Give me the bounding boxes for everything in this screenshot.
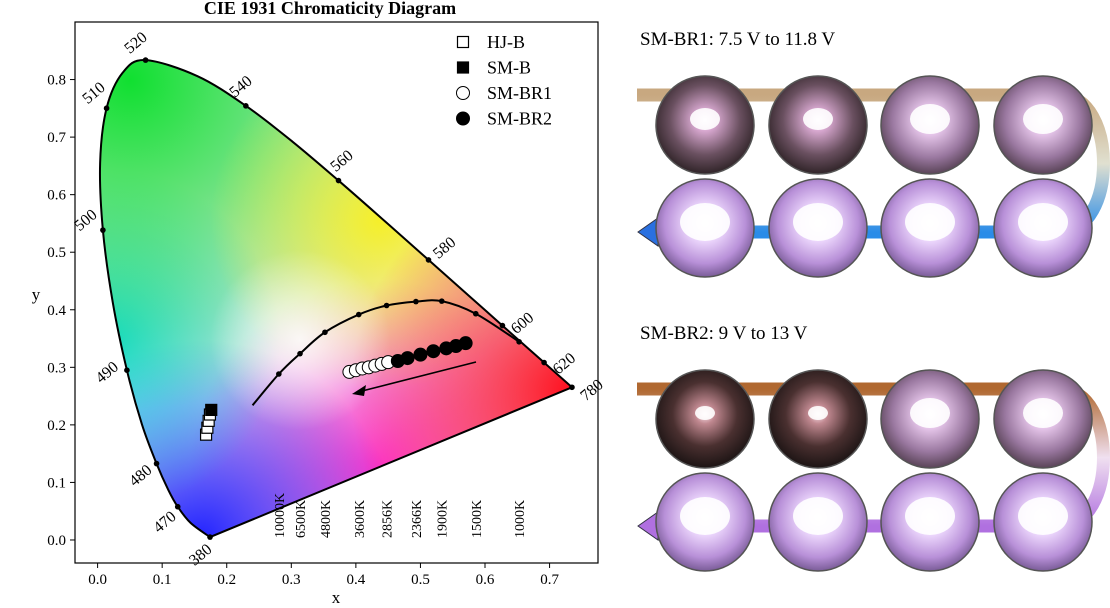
locus-point <box>569 384 575 390</box>
locus-point <box>207 534 213 540</box>
led-glow <box>1018 203 1068 241</box>
wavelength-label: 500 <box>71 206 100 234</box>
cct-point <box>439 298 445 304</box>
x-tick-label: 0.3 <box>282 572 301 588</box>
cct-point <box>473 311 479 317</box>
led-glow <box>910 104 950 134</box>
legend-marker <box>457 87 470 100</box>
led-glow <box>1023 104 1063 134</box>
cct-label: 10000K <box>273 493 288 538</box>
wavelength-label: 480 <box>126 462 155 490</box>
led-glow <box>1018 497 1068 535</box>
locus-point <box>124 367 130 373</box>
x-tick-label: 0.4 <box>346 572 365 588</box>
locus-point <box>143 57 149 63</box>
led-glow <box>793 497 843 535</box>
y-tick-label: 0.1 <box>47 475 66 491</box>
locus-point <box>500 323 506 329</box>
figure: CIE 1931 Chromaticity Diagram x y 0.0 0.1… <box>0 0 1110 608</box>
led-glow <box>905 203 955 241</box>
y-axis-label: y <box>32 285 41 304</box>
cct-point <box>516 339 522 345</box>
progress-arrowhead <box>638 218 658 246</box>
led-glow <box>680 497 730 535</box>
y-tick-label: 0.6 <box>47 188 66 204</box>
x-tick-label: 0.1 <box>153 572 172 588</box>
cct-label: 2856K <box>381 500 396 538</box>
marker-circle <box>459 337 472 350</box>
locus-point <box>336 178 342 184</box>
led-glow <box>690 108 720 130</box>
locus-point <box>104 105 110 111</box>
legend-label: SM-BR1 <box>487 83 552 103</box>
legend-label: SM-BR2 <box>487 109 552 129</box>
x-tick-label: 0.7 <box>540 572 559 588</box>
y-tick-label: 0.8 <box>47 73 66 89</box>
led-glow <box>905 497 955 535</box>
marker-circle <box>401 352 414 365</box>
y-tick-label: 0.4 <box>47 303 66 319</box>
fill-layer <box>75 22 598 563</box>
x-tick-label: 0.5 <box>411 572 430 588</box>
led-glow <box>680 203 730 241</box>
legend-label: SM-B <box>487 58 531 78</box>
x-axis-label: x <box>332 588 341 607</box>
cct-point <box>276 371 282 377</box>
wavelength-label: 780 <box>577 376 606 404</box>
cct-point <box>322 329 328 335</box>
legend-marker <box>457 112 470 125</box>
cct-point <box>384 303 390 309</box>
cct-label: 1000K <box>513 500 528 538</box>
x-tick-label: 0.2 <box>217 572 236 588</box>
progress-arrowhead <box>638 512 658 540</box>
cct-label: 1500K <box>470 500 485 538</box>
locus-point <box>175 504 181 510</box>
y-tick-label: 0.5 <box>47 245 66 261</box>
wavelength-label: 490 <box>93 359 122 387</box>
cct-label: 2366K <box>410 500 425 538</box>
panel-title: SM-BR1: 7.5 V to 11.8 V <box>640 29 835 50</box>
y-tick-label: 0.7 <box>47 130 66 146</box>
led-glow <box>793 203 843 241</box>
locus-point <box>243 103 249 109</box>
chart-title: CIE 1931 Chromaticity Diagram <box>204 0 456 18</box>
cct-label: 3600K <box>353 500 368 538</box>
led-glow <box>1023 398 1063 428</box>
locus-point <box>541 360 547 366</box>
led-glow <box>695 406 715 420</box>
wavelength-label: 470 <box>150 508 179 536</box>
marker-square <box>206 404 217 415</box>
cct-point <box>356 312 362 318</box>
gamut-fill <box>75 22 598 563</box>
y-tick-label: 0.2 <box>47 418 66 434</box>
cct-label: 6500K <box>294 500 309 538</box>
led-glow <box>808 406 828 420</box>
locus-point <box>154 461 160 467</box>
panel-title: SM-BR2: 9 V to 13 V <box>640 323 808 344</box>
marker-circle <box>414 348 427 361</box>
locus-point <box>100 227 106 233</box>
y-tick-label: 0.3 <box>47 360 66 376</box>
wavelength-label: 380 <box>186 541 215 569</box>
wavelength-label: 510 <box>79 79 108 107</box>
wavelength-label: 560 <box>327 147 356 175</box>
cct-label: 1900K <box>436 500 451 538</box>
cct-label: 4800K <box>319 500 334 538</box>
cct-point <box>413 299 419 305</box>
y-tick-label: 0.0 <box>47 533 66 549</box>
x-tick-label: 0.0 <box>88 572 107 588</box>
led-glow <box>803 108 833 130</box>
legend-marker <box>458 37 469 48</box>
legend-label: HJ-B <box>487 32 525 52</box>
photo-panels: SM-BR1: 7.5 V to 11.8 V SM-BR2: 9 V to 13… <box>637 29 1104 571</box>
wavelength-label: 520 <box>121 29 150 57</box>
x-tick-label: 0.6 <box>476 572 495 588</box>
locus-point <box>426 257 432 263</box>
wavelength-label: 580 <box>430 234 459 262</box>
led-glow <box>910 398 950 428</box>
marker-circle <box>427 345 440 358</box>
legend-marker <box>458 62 469 73</box>
cct-point <box>297 351 303 357</box>
